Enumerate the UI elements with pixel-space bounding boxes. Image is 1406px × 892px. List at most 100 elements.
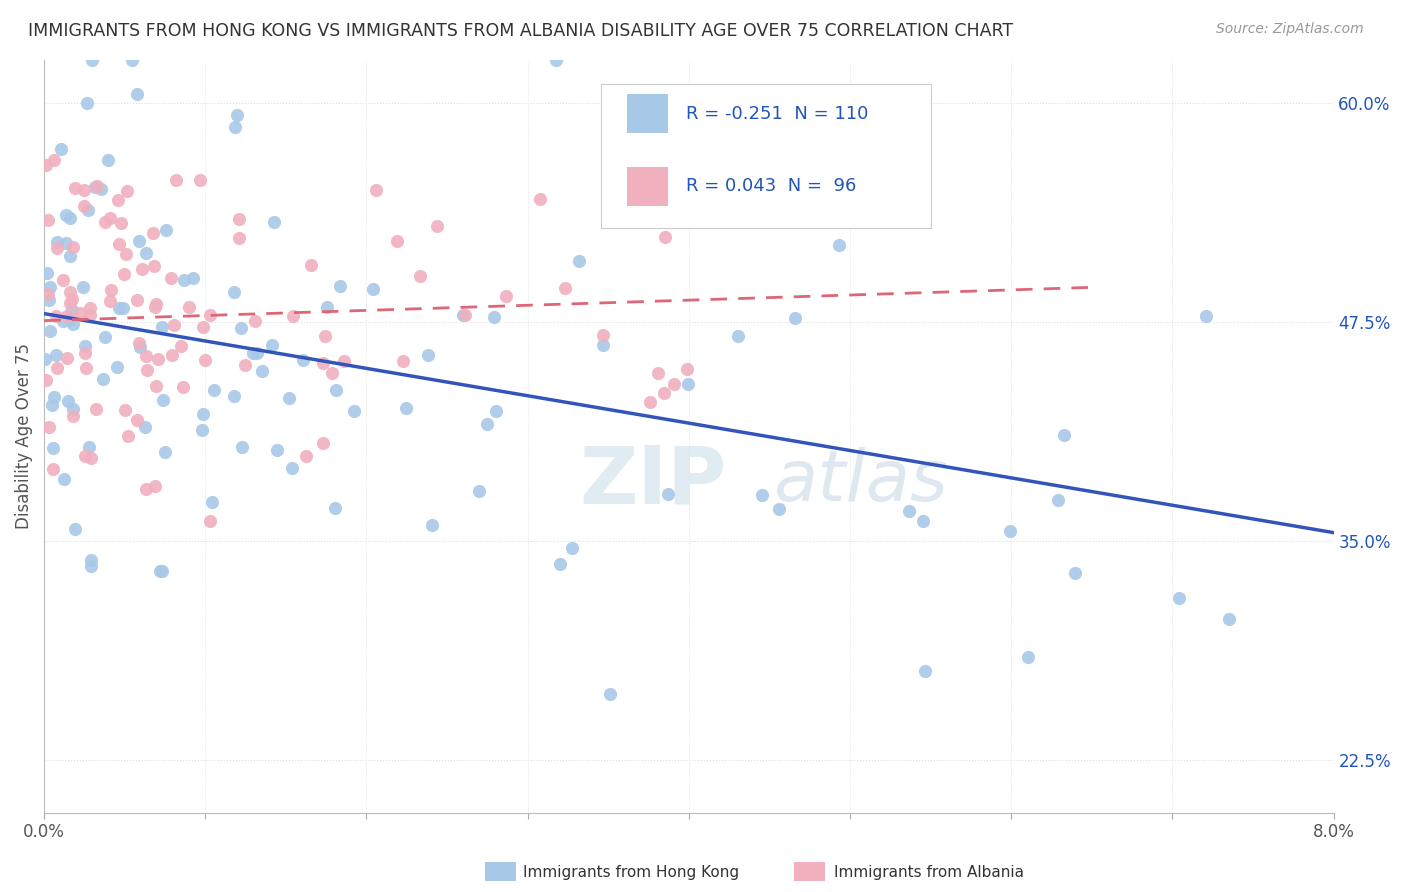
Point xyxy=(1168,591,1191,606)
Point xyxy=(62,318,84,332)
Point xyxy=(416,348,439,362)
Point xyxy=(135,349,157,363)
Point xyxy=(768,502,790,516)
Point xyxy=(676,377,699,392)
Point xyxy=(91,372,114,386)
Point xyxy=(242,345,264,359)
Point xyxy=(229,320,252,334)
Point xyxy=(266,443,288,458)
Point xyxy=(34,352,56,367)
Point xyxy=(63,180,86,194)
Point xyxy=(827,237,849,252)
Point xyxy=(1017,649,1039,664)
Point xyxy=(136,363,159,377)
Point xyxy=(1218,612,1240,626)
Point xyxy=(153,445,176,459)
Point xyxy=(63,522,86,536)
Point xyxy=(395,401,418,415)
Point xyxy=(177,300,200,314)
Point xyxy=(194,353,217,368)
Point xyxy=(37,287,59,301)
Point xyxy=(37,213,59,227)
Point xyxy=(163,318,186,332)
Point xyxy=(55,310,77,324)
Text: R = -0.251  N = 110: R = -0.251 N = 110 xyxy=(686,105,869,123)
Y-axis label: Disability Age Over 75: Disability Age Over 75 xyxy=(15,343,32,529)
Point xyxy=(60,303,83,318)
Point xyxy=(233,358,256,372)
Point xyxy=(453,308,475,322)
Point xyxy=(281,309,304,323)
Point xyxy=(191,407,214,421)
Point xyxy=(100,294,122,309)
Point xyxy=(69,306,91,320)
FancyBboxPatch shape xyxy=(627,95,668,134)
Point xyxy=(75,360,97,375)
Point xyxy=(129,341,152,355)
Point xyxy=(128,336,150,351)
Point xyxy=(224,120,246,134)
Point xyxy=(42,390,65,404)
Point xyxy=(1052,427,1074,442)
Point xyxy=(49,142,72,156)
Point xyxy=(79,308,101,322)
Point xyxy=(45,348,67,362)
Point xyxy=(599,687,621,701)
Point xyxy=(35,373,58,387)
Point xyxy=(83,179,105,194)
Point xyxy=(323,501,346,516)
Point xyxy=(638,395,661,409)
Text: atlas: atlas xyxy=(773,447,948,516)
Point xyxy=(222,389,245,403)
Point xyxy=(198,309,221,323)
Point xyxy=(135,482,157,496)
Point xyxy=(59,249,82,263)
Point xyxy=(475,417,498,431)
Point xyxy=(38,293,60,307)
Point xyxy=(243,314,266,328)
Point xyxy=(546,53,568,67)
Point xyxy=(188,173,211,187)
Text: Immigrants from Hong Kong: Immigrants from Hong Kong xyxy=(523,865,740,880)
Point xyxy=(39,324,62,338)
Point xyxy=(41,398,63,412)
Point xyxy=(86,402,108,417)
Point xyxy=(181,271,204,285)
Point xyxy=(664,377,686,392)
Point xyxy=(42,441,65,455)
Point xyxy=(231,440,253,454)
Point xyxy=(314,329,336,343)
Point xyxy=(484,310,506,324)
Point xyxy=(321,366,343,380)
Point xyxy=(82,53,104,67)
Point xyxy=(654,386,676,401)
Point xyxy=(160,270,183,285)
Point xyxy=(364,183,387,197)
Point xyxy=(675,362,697,376)
Point xyxy=(554,281,576,295)
Point xyxy=(38,420,60,434)
Point xyxy=(142,226,165,240)
Point xyxy=(143,301,166,315)
Point xyxy=(46,241,69,255)
Point xyxy=(170,339,193,353)
Point xyxy=(45,310,67,324)
Point xyxy=(73,199,96,213)
Point xyxy=(343,404,366,418)
Point xyxy=(125,293,148,307)
Point xyxy=(751,488,773,502)
Point xyxy=(52,314,75,328)
Point xyxy=(657,487,679,501)
Point xyxy=(59,295,82,310)
Point xyxy=(250,364,273,378)
Point xyxy=(191,320,214,334)
Point xyxy=(312,356,335,370)
Point xyxy=(914,664,936,678)
Point xyxy=(173,272,195,286)
Point xyxy=(58,393,80,408)
Point xyxy=(260,338,283,352)
Point xyxy=(200,514,222,528)
Point xyxy=(55,208,77,222)
Point xyxy=(727,329,749,343)
Point xyxy=(392,354,415,368)
